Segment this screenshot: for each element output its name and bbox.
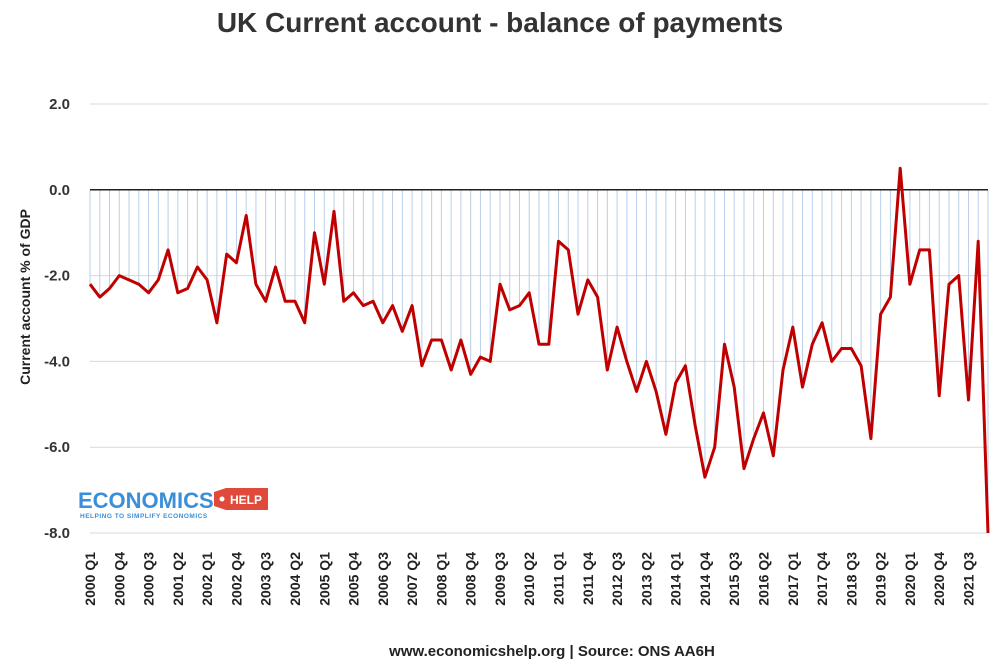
y-tick-label: 2.0 — [49, 96, 70, 113]
y-axis-label: Current account % of GDP — [17, 209, 33, 385]
x-tick-label: 2018 Q3 — [843, 552, 859, 606]
x-tick-label: 2008 Q1 — [433, 552, 449, 606]
x-tick-label: 2014 Q4 — [697, 552, 713, 606]
logo-tag-hole — [219, 496, 225, 502]
y-tick-label: -8.0 — [44, 525, 70, 542]
x-tick-label: 2020 Q1 — [902, 552, 918, 606]
x-tick-label: 2012 Q3 — [609, 552, 625, 606]
x-tick-label: 2015 Q3 — [726, 552, 742, 606]
economics-help-logo: ECONOMICS HELP HELPING TO SIMPLIFY ECONO… — [78, 488, 268, 520]
x-tick-label: 2002 Q1 — [199, 552, 215, 606]
x-tick-label: 2008 Q4 — [463, 552, 479, 606]
y-axis-ticks: 2.0 0.0 -2.0 -4.0 -6.0 -8.0 — [44, 96, 70, 542]
x-tick-label: 2014 Q1 — [668, 552, 684, 606]
x-tick-label: 2005 Q4 — [346, 552, 362, 606]
x-tick-label: 2021 Q3 — [960, 552, 976, 606]
gridlines — [90, 103, 988, 534]
x-tick-label: 2011 Q1 — [551, 552, 567, 605]
y-tick-label: -4.0 — [44, 353, 70, 370]
x-tick-label: 2010 Q2 — [521, 552, 537, 606]
x-tick-label: 2000 Q3 — [141, 552, 157, 606]
x-tick-label: 2004 Q2 — [287, 552, 303, 606]
x-tick-label: 2009 Q3 — [492, 552, 508, 606]
x-tick-label: 2000 Q4 — [111, 552, 127, 606]
y-tick-label: 0.0 — [49, 182, 70, 199]
x-tick-label: 2007 Q2 — [404, 552, 420, 606]
y-tick-label: -2.0 — [44, 268, 70, 285]
x-tick-label: 2003 Q3 — [258, 552, 274, 606]
logo-text: ECONOMICS — [78, 488, 214, 513]
x-tick-label: 2017 Q4 — [814, 552, 830, 606]
x-tick-label: 2017 Q1 — [785, 552, 801, 606]
logo-tag-shape — [214, 488, 268, 510]
series-line — [88, 166, 990, 534]
x-tick-label: 2011 Q4 — [580, 552, 596, 605]
x-tick-label: 2000 Q1 — [82, 552, 98, 606]
x-tick-label: 2002 Q4 — [228, 552, 244, 606]
source-note: www.economicshelp.org | Source: ONS AA6H — [388, 643, 715, 660]
series-line-group — [88, 166, 990, 534]
chart-title: UK Current account - balance of payments — [217, 7, 783, 38]
x-tick-label: 2006 Q3 — [375, 552, 391, 606]
logo-tag-text: HELP — [230, 493, 262, 507]
x-tick-label: 2016 Q2 — [756, 552, 772, 606]
logo-subtitle: HELPING TO SIMPLIFY ECONOMICS — [80, 513, 208, 520]
drop-lines — [89, 168, 989, 533]
x-tick-label: 2020 Q4 — [931, 552, 947, 606]
x-tick-label: 2019 Q2 — [873, 552, 889, 606]
x-tick-label: 2013 Q2 — [638, 552, 654, 606]
x-axis-ticks: 2000 Q1 2000 Q4 2000 Q3 2001 Q2 2002 Q1 2002 … — [82, 552, 976, 606]
x-tick-label: 2001 Q2 — [170, 552, 186, 606]
x-tick-label: 2005 Q1 — [316, 552, 332, 606]
y-tick-label: -6.0 — [44, 439, 70, 456]
